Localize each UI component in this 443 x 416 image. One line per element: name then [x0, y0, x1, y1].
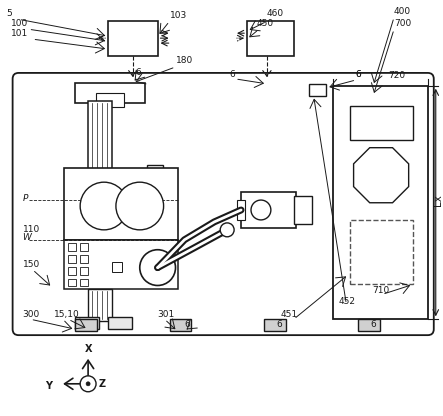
Text: Y: Y	[45, 381, 52, 391]
Bar	[241, 192, 295, 228]
Circle shape	[251, 200, 271, 220]
Bar	[80, 279, 88, 287]
Circle shape	[86, 382, 90, 386]
Text: Lx: Lx	[433, 194, 443, 206]
Text: 6: 6	[229, 70, 235, 79]
Bar	[80, 255, 88, 262]
Bar	[108, 21, 158, 56]
Text: W: W	[23, 233, 31, 242]
Bar	[309, 84, 326, 96]
Bar	[264, 319, 286, 331]
Text: 6: 6	[355, 70, 361, 79]
Text: 300: 300	[23, 310, 40, 319]
Bar	[294, 196, 311, 224]
Bar	[170, 319, 191, 331]
Circle shape	[140, 250, 175, 285]
Text: 450: 450	[257, 19, 274, 28]
Bar	[88, 290, 112, 321]
Bar	[88, 101, 112, 275]
FancyBboxPatch shape	[12, 73, 434, 335]
Text: 5: 5	[7, 9, 12, 18]
Bar	[75, 317, 99, 329]
Bar	[350, 106, 413, 141]
Text: 15,10: 15,10	[54, 310, 80, 319]
Bar	[64, 240, 178, 290]
Text: 101: 101	[11, 29, 28, 38]
Text: 6: 6	[355, 70, 361, 79]
Polygon shape	[354, 148, 408, 203]
Text: 180: 180	[175, 57, 193, 65]
Text: 460: 460	[267, 9, 284, 18]
Text: 720: 720	[388, 72, 405, 80]
Text: 6: 6	[184, 320, 190, 329]
Text: 6: 6	[136, 68, 141, 77]
Text: 6: 6	[277, 320, 283, 329]
Text: 301: 301	[158, 310, 175, 319]
Text: 103: 103	[170, 11, 187, 20]
Text: 710: 710	[372, 286, 389, 295]
Bar	[68, 243, 76, 251]
Bar	[68, 279, 76, 287]
Bar	[75, 319, 97, 331]
Bar	[247, 21, 294, 56]
Text: 400: 400	[394, 7, 411, 16]
Text: 700: 700	[394, 19, 411, 28]
Circle shape	[80, 182, 128, 230]
Text: X: X	[84, 344, 92, 354]
Text: 110: 110	[23, 225, 40, 234]
Bar	[80, 267, 88, 275]
Text: 452: 452	[338, 297, 355, 306]
Bar	[108, 317, 132, 329]
Bar	[147, 165, 163, 179]
Text: 6: 6	[370, 320, 376, 329]
Bar	[68, 267, 76, 275]
Bar	[80, 243, 88, 251]
Text: Z: Z	[99, 379, 106, 389]
Bar	[334, 86, 428, 319]
Text: 100: 100	[11, 19, 28, 28]
Text: 150: 150	[23, 260, 40, 269]
Circle shape	[220, 223, 234, 237]
Bar	[96, 93, 124, 106]
Bar	[64, 168, 178, 240]
Bar	[358, 319, 380, 331]
Circle shape	[116, 182, 163, 230]
Bar	[75, 83, 145, 103]
Bar	[237, 200, 245, 220]
Text: 451: 451	[281, 310, 298, 319]
Text: P: P	[23, 193, 28, 203]
Bar	[350, 220, 413, 285]
Bar	[112, 262, 122, 272]
Bar	[68, 255, 76, 262]
Circle shape	[80, 376, 96, 392]
Bar	[150, 258, 166, 272]
